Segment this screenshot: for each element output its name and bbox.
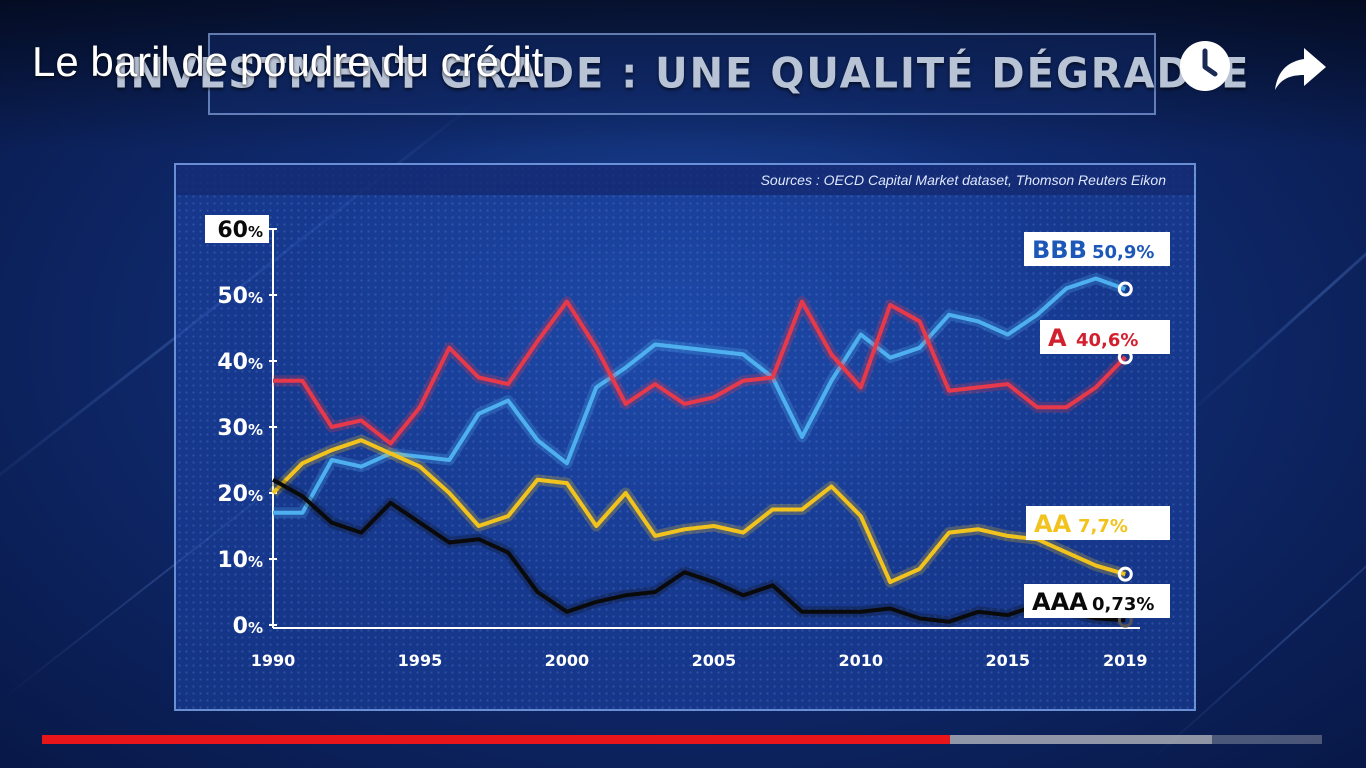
headline-banner-text: INVESTMENT GRADE : UNE QUALITÉ DÉGRADÉE (113, 49, 1251, 99)
y-tick-label: 20% (217, 482, 263, 507)
series-label-name: AA (1034, 510, 1072, 538)
series-end-marker (1117, 281, 1133, 297)
series-label-name: AAA (1032, 588, 1088, 616)
series-line-aa (271, 438, 1126, 585)
series-line-aaa (272, 478, 1126, 624)
series-label-box (1026, 506, 1170, 540)
y-tick-label: 0% (233, 614, 263, 639)
series-label-value: 50,9% (1092, 242, 1154, 263)
series-line-glow (270, 475, 1126, 628)
y-tick-label: 10% (217, 548, 263, 573)
series-label-value: 7,7% (1078, 516, 1128, 537)
y-tick-label: 60% (217, 218, 263, 243)
chart-lines (269, 273, 1133, 628)
series-label-value: 40,6% (1076, 330, 1138, 351)
video-progress-bar[interactable] (42, 735, 1322, 744)
series-label-box (1024, 232, 1170, 266)
x-tick-label: 2005 (692, 651, 737, 670)
share-arrow-icon[interactable] (1272, 38, 1328, 94)
chart-header: Sources : OECD Capital Market dataset, T… (176, 165, 1194, 195)
chart-series-labels: BBB 50,9% A 40,6% AA 7,7% AAA 0,73% (1024, 232, 1170, 618)
top-shade (0, 0, 1366, 150)
x-tick-label: 1990 (251, 651, 296, 670)
headline-banner: INVESTMENT GRADE : UNE QUALITÉ DÉGRADÉE (114, 33, 1248, 115)
clock-icon[interactable] (1177, 38, 1233, 94)
series-line-a (273, 299, 1127, 446)
x-tick-label: 1995 (398, 651, 443, 670)
y-tick-label: 40% (217, 350, 263, 375)
series-label-box (1040, 320, 1170, 354)
y-tick-box (205, 215, 269, 243)
x-tick-label: 2000 (545, 651, 590, 670)
y-tick-label: 50% (217, 284, 263, 309)
series-label-name: BBB (1032, 236, 1087, 264)
x-tick-label: 2019 (1103, 651, 1148, 670)
video-progress-played (42, 735, 950, 744)
chart-axes: 0% 10% 20% 30% 40% 50% 60% 1990 1995 2000 2005 2010… (205, 215, 1148, 670)
video-title[interactable]: Le baril de poudre du crédit (32, 38, 544, 85)
x-tick-label: 2010 (839, 651, 884, 670)
series-label-box (1024, 584, 1170, 618)
x-tick-label: 2015 (985, 651, 1030, 670)
series-label-value: 0,73% (1092, 594, 1154, 615)
series-label-name: A (1048, 324, 1067, 352)
series-line-glow (273, 296, 1130, 449)
y-tick-label: 30% (217, 416, 263, 441)
series-end-marker (1117, 566, 1133, 582)
series-line-bbb (273, 276, 1126, 515)
chart-sources: Sources : OECD Capital Market dataset, T… (760, 172, 1166, 188)
